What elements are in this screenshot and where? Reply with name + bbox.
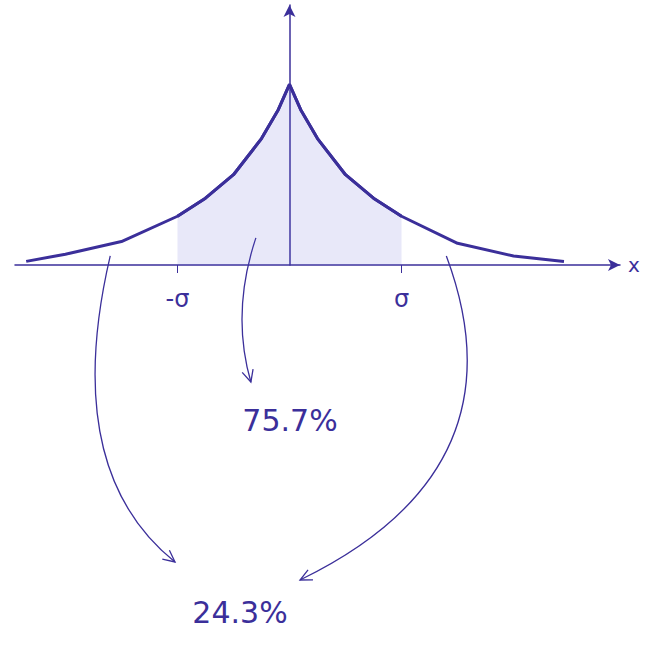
svg-text:75.7%: 75.7% [242, 403, 337, 438]
svg-text:-σ: -σ [166, 285, 190, 313]
svg-text:x: x [628, 253, 640, 277]
svg-text:σ: σ [394, 285, 409, 313]
svg-text:24.3%: 24.3% [192, 595, 287, 630]
